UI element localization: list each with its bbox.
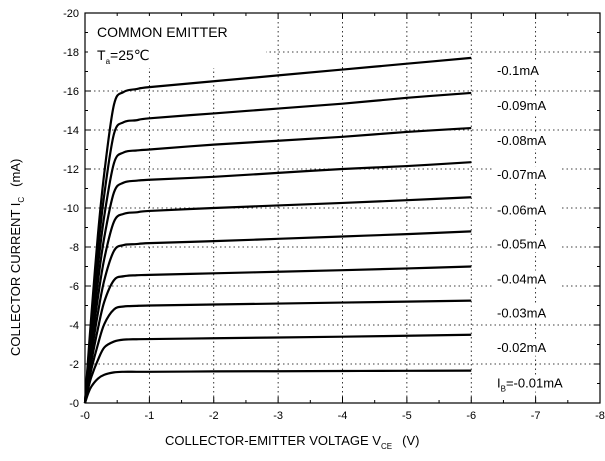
curve-labels: IB=-0.01mA -0.02mA -0.03mA -0.04mA -0.05mA -0… bbox=[492, 61, 563, 394]
chart-title: COMMON EMITTER bbox=[97, 24, 228, 40]
y-tick-label: -8 bbox=[69, 242, 79, 254]
x-tick-labels: -0 -1 -2 -3 -4 -5 -6 -7 -8 bbox=[80, 410, 605, 422]
curve-label-background bbox=[492, 304, 562, 322]
curve-label-background bbox=[492, 201, 562, 219]
ic-curve bbox=[83, 333, 472, 404]
curve-label-background bbox=[492, 96, 562, 114]
curve-label: -0.07mA bbox=[497, 167, 546, 182]
x-tick-label: -3 bbox=[273, 410, 283, 422]
plot-frame bbox=[84, 12, 601, 404]
curve-label-background bbox=[492, 132, 562, 150]
x-axis-title: COLLECTOR-EMITTER VOLTAGE VCE (V) bbox=[165, 433, 419, 451]
y-tick-labels: -0 -2 -4 -6 -8 -10 -12 -14 -16 -18 -20 bbox=[63, 8, 79, 410]
curve-label-background bbox=[492, 338, 562, 356]
y-tick-label: -4 bbox=[69, 320, 79, 332]
ic-curve bbox=[83, 230, 472, 404]
curve-label: -0.03mA bbox=[497, 306, 546, 321]
curve-label-background bbox=[492, 166, 562, 184]
curve-label-background bbox=[492, 61, 562, 79]
curve-label: -0.08mA bbox=[497, 133, 546, 148]
y-tick-label: -10 bbox=[63, 203, 79, 215]
ic-curve bbox=[83, 56, 472, 404]
x-tick-label: -1 bbox=[144, 410, 154, 422]
y-tick-label: -6 bbox=[69, 281, 79, 293]
y-tick-label: -12 bbox=[63, 164, 79, 176]
x-tick-label: -4 bbox=[338, 410, 348, 422]
curve-label-background bbox=[492, 374, 562, 392]
curve-label: -0.1mA bbox=[497, 63, 539, 78]
temperature-condition: Ta=25℃ bbox=[97, 47, 150, 66]
legend-box bbox=[88, 16, 266, 68]
y-tick-label: -16 bbox=[63, 86, 79, 98]
y-tick-label: -20 bbox=[63, 8, 79, 20]
y-tick-label: -0 bbox=[69, 398, 79, 410]
grid bbox=[85, 13, 600, 403]
ic-curve bbox=[83, 299, 472, 404]
x-tick-label: -0 bbox=[80, 410, 90, 422]
x-tick-label: -2 bbox=[209, 410, 219, 422]
curve-label: -0.02mA bbox=[497, 340, 546, 355]
x-tick-label: -7 bbox=[531, 410, 541, 422]
curves bbox=[83, 56, 472, 404]
curve-label-background bbox=[492, 270, 562, 288]
curve-label-background bbox=[492, 235, 562, 253]
y-axis-title: COLLECTOR CURRENT IC(mA) bbox=[8, 159, 26, 356]
curve-label: -0.09mA bbox=[497, 98, 546, 113]
x-tick-label: -6 bbox=[466, 410, 476, 422]
ic-curve bbox=[83, 265, 472, 404]
y-tick-label: -2 bbox=[69, 359, 79, 371]
x-tick-label: -8 bbox=[595, 410, 605, 422]
curve-label: IB=-0.01mA bbox=[497, 376, 563, 394]
ic-curve bbox=[83, 369, 472, 404]
curve-label: -0.06mA bbox=[497, 202, 546, 217]
curve-label: -0.04mA bbox=[497, 272, 546, 287]
y-tick-label: -14 bbox=[63, 125, 79, 137]
y-tick-label: -18 bbox=[63, 47, 79, 59]
x-tick-label: -5 bbox=[402, 410, 412, 422]
curve-label: -0.05mA bbox=[497, 236, 546, 251]
